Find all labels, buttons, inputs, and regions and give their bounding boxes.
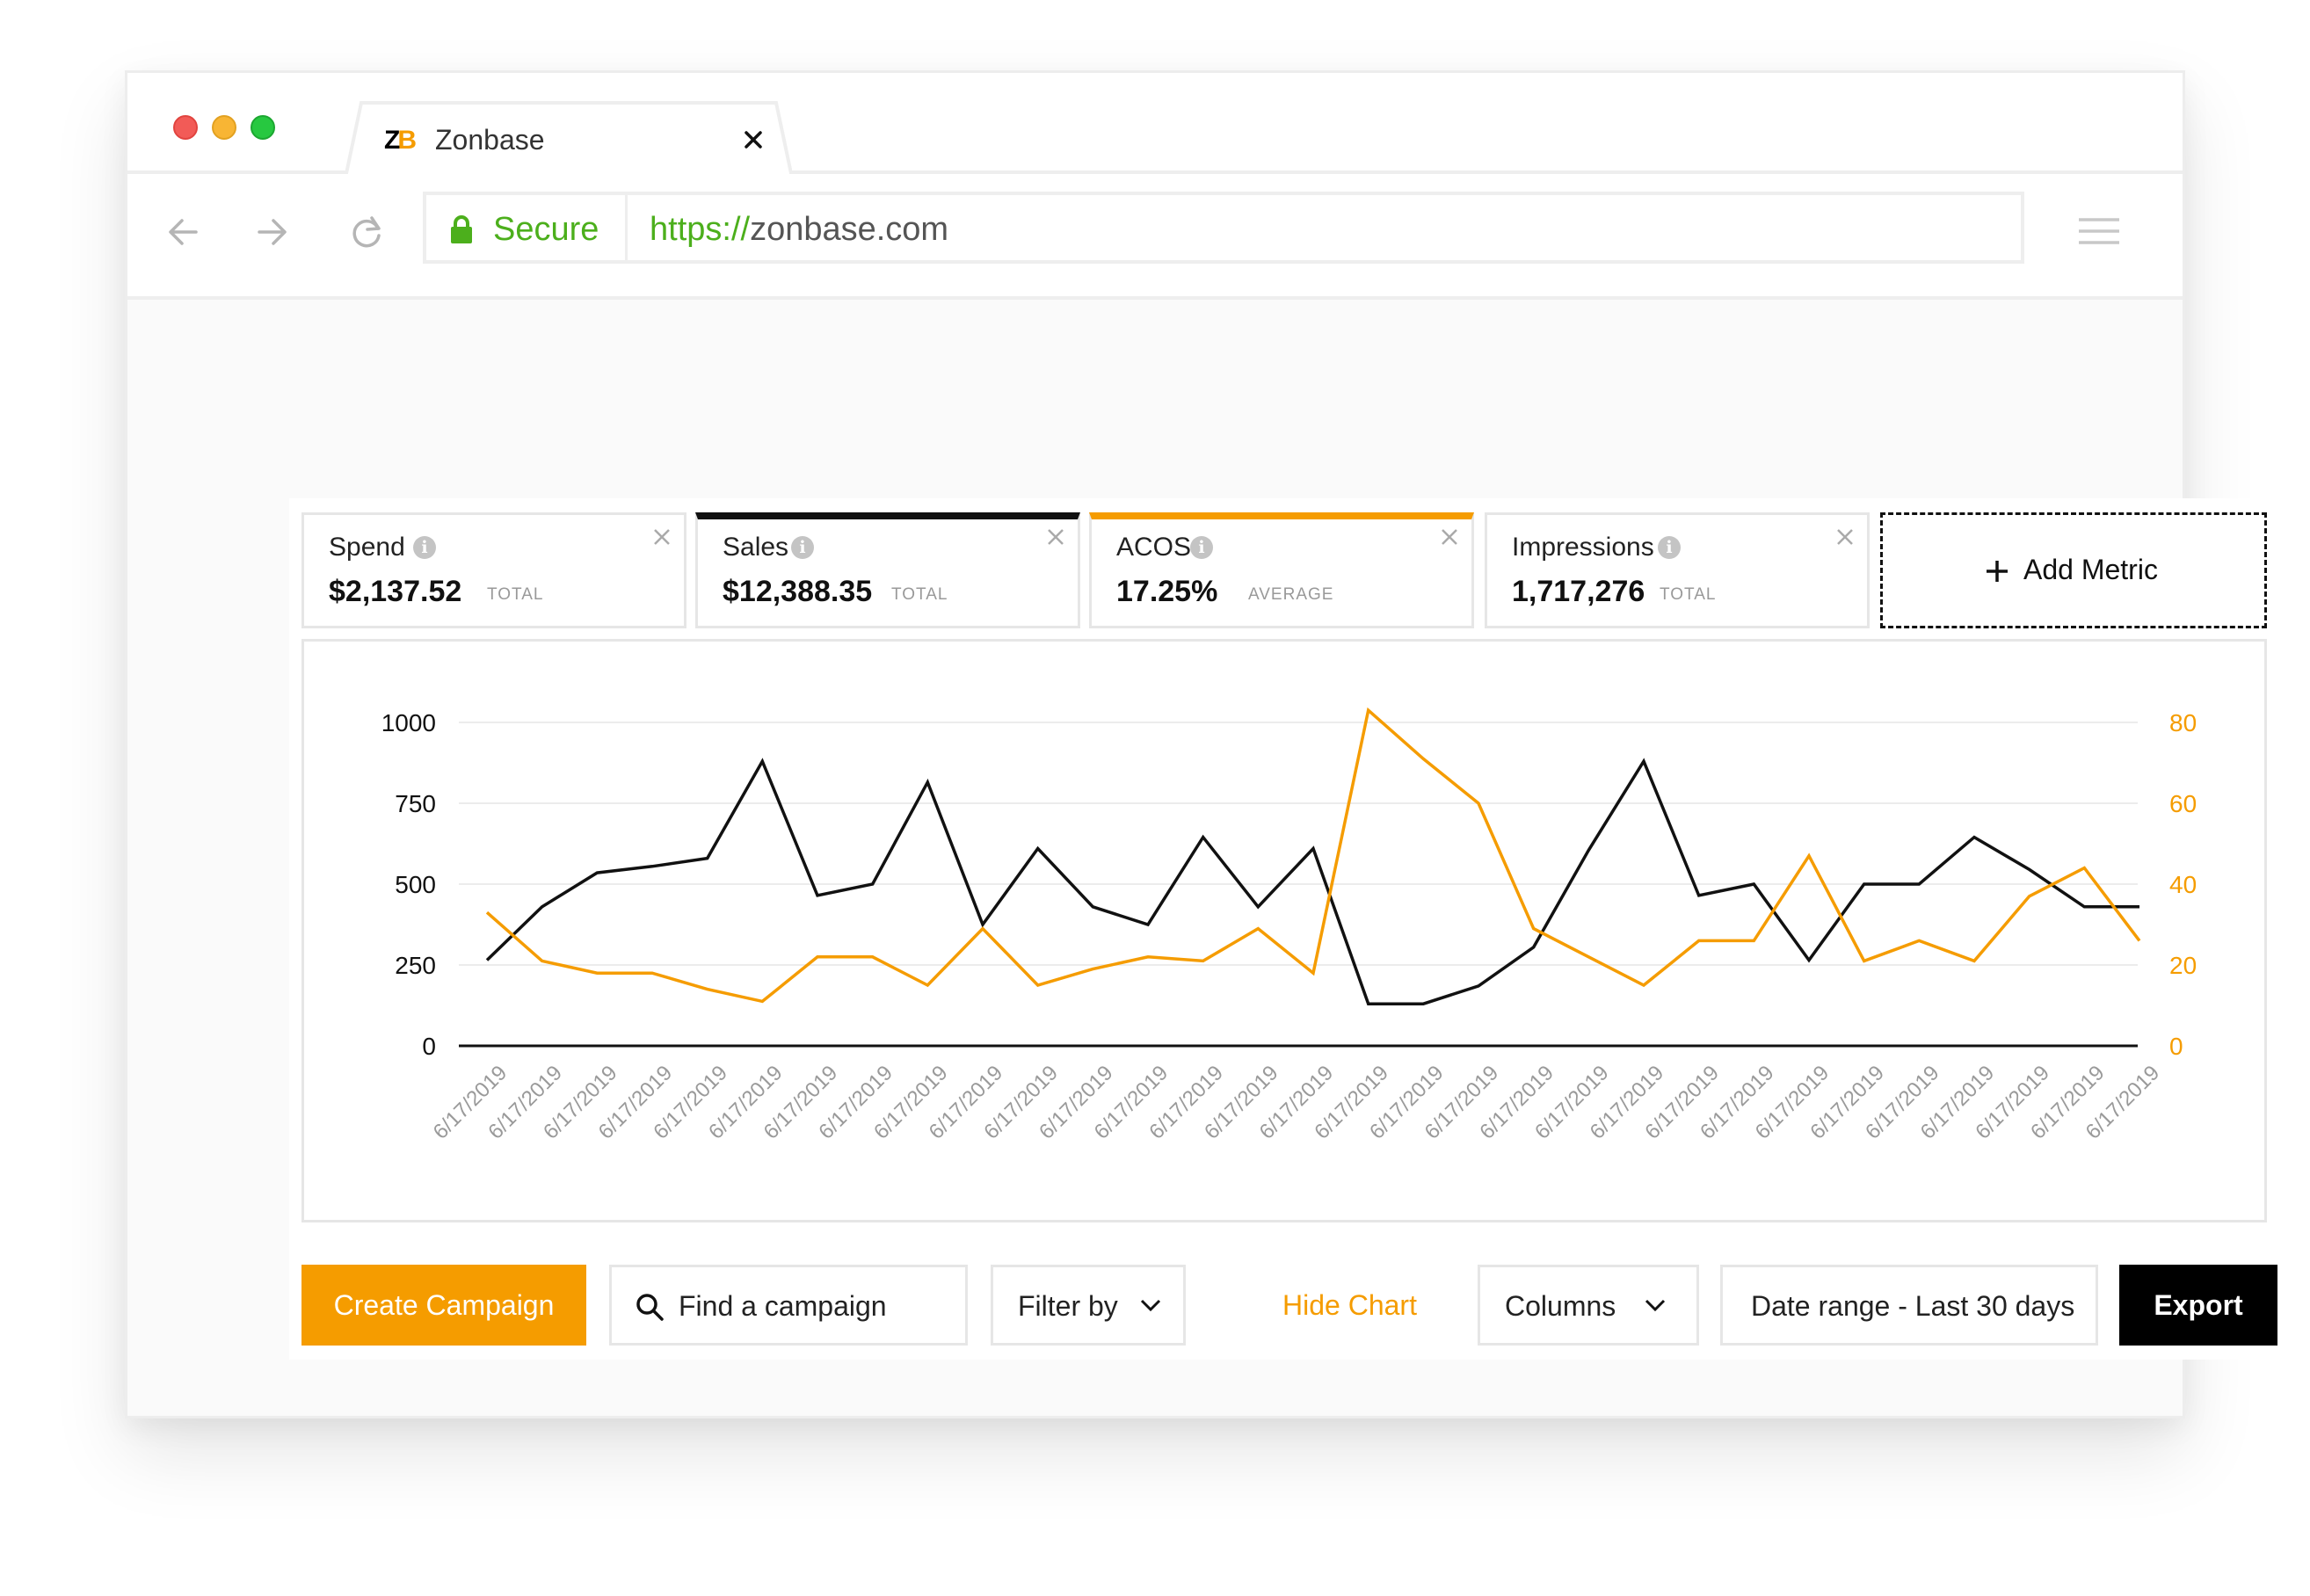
campaign-search-input[interactable]: Find a campaign [609, 1265, 968, 1346]
series-line-1 [485, 758, 2139, 1005]
metric-unit: TOTAL [487, 585, 544, 604]
metric-label: Spend [329, 533, 405, 562]
metric-label: Impressions [1512, 533, 1654, 562]
y-left-tick-label: 1000 [381, 709, 436, 736]
chevron-down-icon [1140, 1299, 1161, 1312]
forward-arrow-icon[interactable] [251, 211, 293, 253]
filter-by-label: Filter by [1018, 1290, 1118, 1322]
close-tab-icon[interactable] [737, 124, 769, 156]
url-text[interactable]: https://zonbase.com [650, 211, 949, 248]
metric-card-acos[interactable]: ACOS i 17.25% AVERAGE [1089, 512, 1474, 628]
metric-unit: TOTAL [1660, 585, 1717, 604]
browser-toolbar: Secure https://zonbase.com [127, 174, 2183, 300]
add-metric-label: Add Metric [2023, 554, 2158, 585]
y-left-tick-label: 500 [395, 871, 436, 898]
plus-icon [1987, 561, 2008, 582]
back-arrow-icon[interactable] [163, 211, 205, 253]
metric-label: ACOS [1116, 533, 1192, 562]
chevron-down-icon [1645, 1299, 1666, 1312]
y-left-tick-label: 250 [395, 952, 436, 979]
y-right-tick-label: 0 [2169, 1033, 2183, 1060]
search-icon [636, 1294, 664, 1321]
info-icon[interactable]: i [413, 536, 436, 559]
add-metric-button[interactable]: Add Metric [1880, 512, 2267, 628]
metric-card-spend[interactable]: Spend i $2,137.52 TOTAL [301, 512, 686, 628]
metric-value: $12,388.35 [723, 575, 873, 608]
series-line-2 [485, 707, 2141, 1004]
date-range-selector[interactable]: Date range - Last 30 days [1720, 1265, 2098, 1346]
reload-icon[interactable] [345, 211, 388, 253]
metric-value: 17.25% [1116, 575, 1218, 608]
lock-icon [451, 215, 472, 243]
hamburger-menu-icon[interactable] [2079, 216, 2119, 246]
columns-label: Columns [1505, 1290, 1616, 1322]
y-axis-right-ticks: 80 60 40 20 0 [2169, 709, 2197, 1060]
info-icon[interactable]: i [1658, 536, 1681, 559]
info-icon[interactable]: i [1190, 536, 1213, 559]
url-divider [625, 195, 628, 260]
y-left-tick-label: 0 [422, 1033, 436, 1060]
zonbase-logo: ZB [384, 126, 417, 155]
y-right-tick-label: 40 [2169, 871, 2197, 898]
metric-value: $2,137.52 [329, 575, 462, 608]
remove-metric-icon[interactable] [652, 527, 672, 547]
metric-card-impressions[interactable]: Impressions i 1,717,276 TOTAL [1485, 512, 1870, 628]
maximize-window-button[interactable] [251, 115, 275, 140]
create-campaign-button[interactable]: Create Campaign [301, 1265, 586, 1346]
y-right-tick-label: 80 [2169, 709, 2197, 736]
date-range-label: Date range - Last 30 days [1751, 1290, 2075, 1322]
close-window-button[interactable] [173, 115, 198, 140]
metric-unit: AVERAGE [1248, 585, 1334, 604]
metric-unit: TOTAL [891, 585, 948, 604]
performance-chart: 1000 750 500 250 0 80 60 40 20 0 6/17/2019 6/17/2… [301, 639, 2267, 1222]
remove-metric-icon[interactable] [1440, 527, 1459, 547]
address-bar[interactable]: Secure https://zonbase.com [423, 192, 2024, 264]
y-right-tick-label: 60 [2169, 790, 2197, 817]
columns-dropdown[interactable]: Columns [1478, 1265, 1699, 1346]
search-placeholder: Find a campaign [679, 1290, 887, 1322]
campaign-panel: Spend i $2,137.52 TOTAL Sales i $12,388.… [289, 498, 2277, 1360]
series-lines [485, 707, 2141, 1005]
info-icon[interactable]: i [791, 536, 814, 559]
remove-metric-icon[interactable] [1046, 527, 1065, 547]
metric-value: 1,717,276 [1512, 575, 1645, 608]
title-bar: ZB Zonbase [127, 73, 2183, 178]
tab-title: Zonbase [435, 124, 545, 156]
hide-chart-link[interactable]: Hide Chart [1282, 1289, 1417, 1321]
metric-label: Sales [723, 533, 789, 562]
filter-by-dropdown[interactable]: Filter by [991, 1265, 1186, 1346]
minimize-window-button[interactable] [212, 115, 236, 140]
y-left-tick-label: 750 [395, 790, 436, 817]
remove-metric-icon[interactable] [1835, 527, 1855, 547]
browser-tab[interactable]: ZB Zonbase [345, 99, 792, 178]
export-button[interactable]: Export [2119, 1265, 2277, 1346]
secure-label: Secure [493, 211, 599, 248]
browser-window: ZB Zonbase Secure https://zonbase.com [125, 70, 2277, 1418]
y-axis-left-ticks: 1000 750 500 250 0 [381, 709, 436, 1060]
metric-card-sales[interactable]: Sales i $12,388.35 TOTAL [695, 512, 1080, 628]
tab-outline [345, 101, 792, 178]
y-right-tick-label: 20 [2169, 952, 2197, 979]
x-axis-ticks: 6/17/20196/17/20196/17/20196/17/20196/17… [429, 1061, 2165, 1144]
line-chart: 1000 750 500 250 0 80 60 40 20 0 6/17/20196/17/2… [381, 707, 2197, 1144]
